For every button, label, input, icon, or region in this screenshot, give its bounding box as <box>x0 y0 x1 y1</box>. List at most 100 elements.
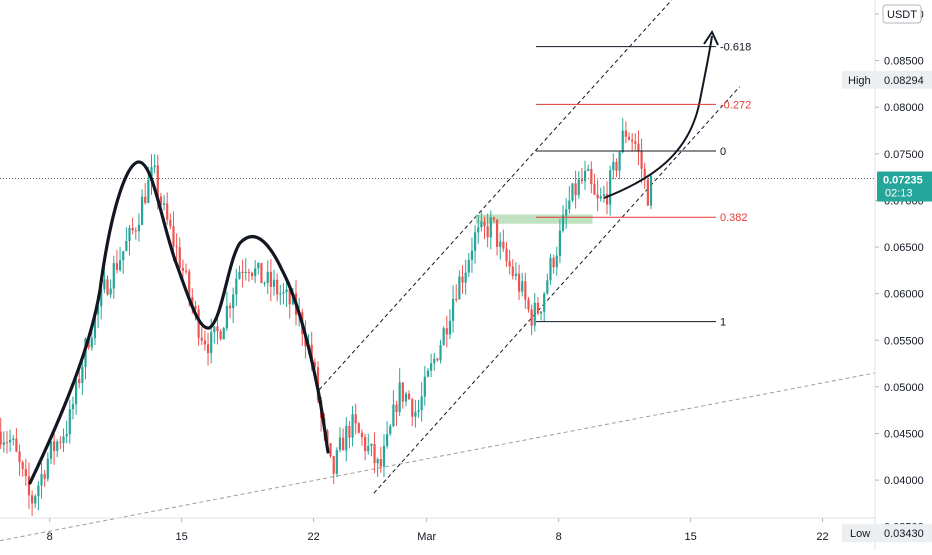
candle-body <box>389 426 392 435</box>
last-price-tag <box>877 171 932 202</box>
candle-body <box>156 165 159 197</box>
candle-body <box>188 271 191 297</box>
candle-body <box>414 411 417 417</box>
candle-body <box>260 263 263 284</box>
candle-body <box>637 143 640 152</box>
candle-body <box>15 438 18 452</box>
candle-body <box>357 423 360 433</box>
candle-body <box>31 495 34 504</box>
candle-body <box>615 161 618 171</box>
candle-body <box>213 326 216 333</box>
price-axis[interactable]: 0.090000.085000.080000.075000.070000.065… <box>842 0 932 550</box>
candle-body <box>313 362 316 368</box>
double-top-pattern-curve <box>28 160 330 485</box>
candle-body <box>263 282 266 284</box>
candle-body <box>247 271 250 273</box>
candle-body <box>238 271 241 279</box>
y-tick-label: 0.04000 <box>884 475 924 487</box>
candle-body <box>169 219 172 227</box>
candle-body <box>52 441 56 452</box>
candle-body <box>203 340 206 345</box>
candle-body <box>118 260 122 271</box>
candle-body <box>37 485 40 497</box>
candle-body <box>235 278 238 295</box>
candle-body <box>115 263 119 271</box>
candle-body <box>191 296 194 307</box>
candle-body <box>326 430 329 444</box>
fibonacci-levels: -0.618 -0.272 0 0.382 1 <box>536 42 751 329</box>
candle-body <box>477 227 480 233</box>
candle-body <box>577 179 580 196</box>
candle-body <box>210 332 213 354</box>
candle-body <box>65 434 68 437</box>
candle-body <box>574 183 577 196</box>
candle-body <box>269 271 272 287</box>
candle-body <box>568 200 571 210</box>
candle-body <box>18 451 21 463</box>
candle-body <box>593 184 596 195</box>
x-tick-label: 8 <box>556 531 562 543</box>
fib-level-label: 0 <box>720 146 726 158</box>
candle-body <box>543 293 546 312</box>
currency-badge[interactable] <box>882 4 922 24</box>
candle-body <box>131 227 134 231</box>
candle-body <box>310 344 313 363</box>
candle-body <box>558 230 562 256</box>
trendlines <box>0 0 876 542</box>
y-tick-label: 0.08000 <box>884 102 924 114</box>
candle-body <box>499 241 502 247</box>
candle-body <box>279 293 282 295</box>
candle-body <box>62 436 65 443</box>
candle-body <box>505 248 508 262</box>
high-label-box <box>842 70 932 89</box>
last-price-value: 0.07235 <box>883 175 923 187</box>
channel-lower-line <box>373 86 740 494</box>
candle-body <box>162 203 166 205</box>
candle-body <box>250 272 254 277</box>
support-zone <box>475 214 593 224</box>
candle-body <box>565 209 568 216</box>
candle-body <box>166 203 169 220</box>
candle-body <box>272 279 276 287</box>
candle-body <box>81 367 84 384</box>
candle-body <box>74 379 78 405</box>
candle-body <box>411 399 414 417</box>
candle-body <box>404 393 408 402</box>
time-axis[interactable]: 8 15 22 Mar 8 15 22 <box>0 517 875 543</box>
candle-body <box>417 410 420 412</box>
high-label-text: High <box>848 75 871 87</box>
candle-body <box>354 414 357 424</box>
candle-body <box>184 270 188 272</box>
candle-body <box>521 281 524 292</box>
candle-body <box>329 443 332 457</box>
candle-body <box>225 305 228 329</box>
candle-body <box>254 268 257 277</box>
y-tick-label: 0.05500 <box>884 335 924 347</box>
x-tick-label: 22 <box>816 531 828 543</box>
candle-body <box>473 232 477 251</box>
candle-body <box>420 396 423 411</box>
candle-body <box>596 194 599 199</box>
candle-body <box>244 271 247 274</box>
y-tick-label: 0.06500 <box>884 242 924 254</box>
candle-body <box>367 445 370 452</box>
candle-body <box>527 299 530 310</box>
candle-body <box>649 175 653 206</box>
y-tick-label: 0.04500 <box>884 428 924 440</box>
candle-body <box>386 434 389 446</box>
candle-body <box>634 141 637 144</box>
candle-body <box>489 217 492 238</box>
candle-body <box>159 196 163 205</box>
candle-body <box>470 250 474 260</box>
candle-body <box>12 438 15 440</box>
candle-body <box>458 276 461 300</box>
candle-body <box>492 217 496 220</box>
candle-body <box>483 221 486 227</box>
candle-body <box>618 152 621 171</box>
candle-body <box>144 196 147 203</box>
candle-body <box>257 263 260 269</box>
candle-body <box>194 306 197 310</box>
x-tick-label: 15 <box>176 531 188 543</box>
